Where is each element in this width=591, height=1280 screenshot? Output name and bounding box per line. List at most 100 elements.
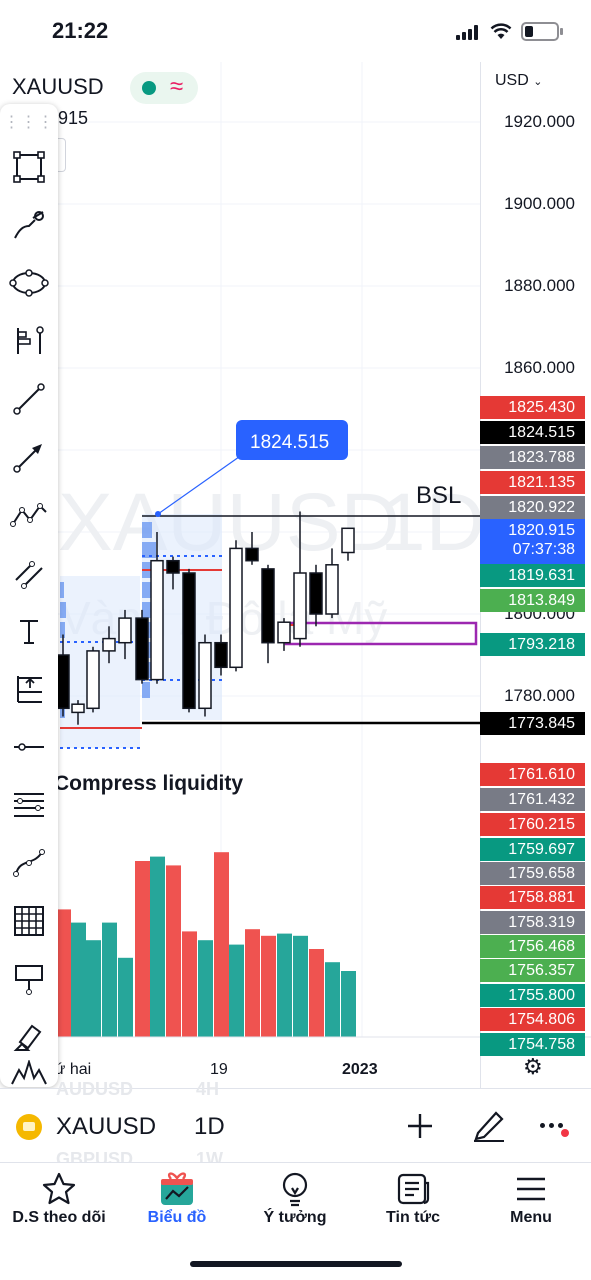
nav-watchlist[interactable]: D.S theo dõi — [0, 1163, 118, 1253]
nav-label: Ý tưởng — [236, 1209, 354, 1227]
axis-tick: 1920.000 — [504, 112, 575, 132]
volume-bar — [56, 909, 71, 1037]
currency-selector[interactable]: USD ⌄ — [495, 72, 542, 90]
axis-tick: 1880.000 — [504, 276, 575, 296]
long-position-icon — [12, 672, 46, 706]
symbol-selector[interactable]: XAUUSD — [16, 1111, 176, 1143]
tool-fib-retracement[interactable] — [0, 776, 58, 834]
volume-bar — [293, 936, 308, 1037]
volume-bar — [118, 958, 133, 1037]
candle-bearish — [246, 548, 258, 560]
chart-gift-icon — [158, 1171, 196, 1207]
nav-ideas[interactable]: Ý tưởng — [236, 1163, 354, 1253]
tool-long-position[interactable] — [0, 660, 58, 718]
volume-bar — [214, 852, 229, 1037]
volume-bars — [56, 852, 356, 1037]
candle-bearish — [167, 561, 179, 573]
tool-gann-grid[interactable] — [0, 892, 58, 950]
timeframe-selector[interactable]: 1D — [194, 1113, 225, 1141]
candle-bullish — [103, 639, 115, 651]
more-options-icon[interactable] — [540, 1119, 572, 1139]
nav-chart[interactable]: Biểu đồ — [118, 1163, 236, 1253]
volume-profile-row — [60, 582, 64, 598]
volume-profile-row — [142, 522, 152, 538]
tool-trendline[interactable] — [0, 370, 58, 428]
volume-bar — [341, 971, 356, 1037]
volume-bar — [245, 929, 260, 1037]
axis-tick: 1780.000 — [504, 686, 575, 706]
tool-curve[interactable] — [0, 834, 58, 892]
menu-icon — [512, 1171, 550, 1207]
home-indicator — [190, 1261, 402, 1267]
nav-menu[interactable]: Menu — [472, 1163, 590, 1253]
price-tag: 1824.515 — [480, 421, 585, 444]
tool-horizontal-line[interactable] — [0, 718, 58, 776]
price-tag: 1758.881 — [480, 886, 585, 909]
volume-bar — [182, 931, 197, 1037]
drawing-pen-icon[interactable] — [472, 1107, 506, 1143]
tool-rectangle[interactable] — [0, 138, 58, 196]
star-icon — [40, 1171, 78, 1207]
status-time: 21:22 — [52, 18, 108, 44]
tool-price-range[interactable] — [0, 312, 58, 370]
ghost-symbol-above: AUDUSD — [56, 1079, 133, 1100]
price-tag: 1760.215 — [480, 813, 585, 836]
candle-bullish — [294, 573, 306, 639]
bsl-label: BSL — [416, 482, 461, 509]
price-tag: 1823.788 — [480, 446, 585, 469]
price-tag: 1813.849 — [480, 589, 585, 612]
volume-bar — [135, 861, 150, 1037]
tool-text[interactable] — [0, 602, 58, 660]
candle-bullish — [199, 643, 211, 709]
signal-icon — [456, 24, 480, 40]
candle-bearish — [183, 573, 195, 708]
price-partial: 915 — [58, 108, 88, 129]
price-tag: 1821.135 — [480, 471, 585, 494]
zigzag-pattern-icon — [10, 500, 48, 530]
horizontal-line-icon — [12, 737, 46, 757]
tool-pattern[interactable] — [0, 486, 58, 544]
tool-pattern-crown[interactable] — [0, 1058, 58, 1088]
delayed-wave-icon: ≈ — [170, 73, 183, 101]
tool-signpost[interactable] — [0, 950, 58, 1008]
candle-bearish — [310, 573, 322, 614]
settings-gear-icon[interactable]: ⚙ — [523, 1054, 543, 1080]
symbol-bar: AUDUSD 4H XAUUSD 1D GBPUSD 1W — [0, 1088, 591, 1162]
signpost-icon — [12, 962, 46, 996]
market-status-pill[interactable]: ≈ — [130, 72, 198, 104]
price-tag: 1759.697 — [480, 838, 585, 861]
head-shoulders-icon — [10, 1060, 48, 1086]
price-tag: 1761.432 — [480, 788, 585, 811]
price-tag: 1755.800 — [480, 984, 585, 1007]
time-label-2023: 2023 — [342, 1061, 378, 1078]
tool-arrow[interactable] — [0, 428, 58, 486]
add-plus-icon[interactable] — [405, 1111, 435, 1141]
price-tag: 1761.610 — [480, 763, 585, 786]
volume-bar — [261, 936, 276, 1037]
nav-news[interactable]: Tin tức — [354, 1163, 472, 1253]
news-icon — [394, 1171, 432, 1207]
tool-parallel-channel[interactable] — [0, 544, 58, 602]
trendline-icon — [12, 382, 46, 416]
tool-ellipse[interactable] — [0, 254, 58, 312]
drawing-toolbar: ⋮⋮⋮ — [0, 104, 58, 1087]
price-tag: 1820.922 — [480, 496, 585, 519]
time-label-19: 19 — [210, 1061, 228, 1078]
candle-bullish — [151, 561, 163, 680]
price-range-icon — [12, 324, 46, 358]
nav-label: D.S theo dõi — [0, 1209, 118, 1227]
tool-brush[interactable] — [0, 196, 58, 254]
nav-label: Tin tức — [354, 1209, 472, 1227]
text-icon — [14, 616, 44, 646]
toolbar-drag-handle[interactable]: ⋮⋮⋮ — [0, 104, 58, 140]
axis-tick: 1900.000 — [504, 194, 575, 214]
candle-bullish — [342, 528, 354, 552]
volume-profile-row — [60, 602, 66, 618]
chart-symbol-title[interactable]: XAUUSD — [12, 74, 104, 100]
volume-bar — [102, 923, 117, 1037]
nav-label-active: Biểu đồ — [118, 1209, 236, 1227]
candle-bearish — [136, 618, 148, 680]
channel-icon — [12, 556, 46, 590]
curve-icon — [12, 846, 46, 880]
candle-bearish — [262, 569, 274, 643]
